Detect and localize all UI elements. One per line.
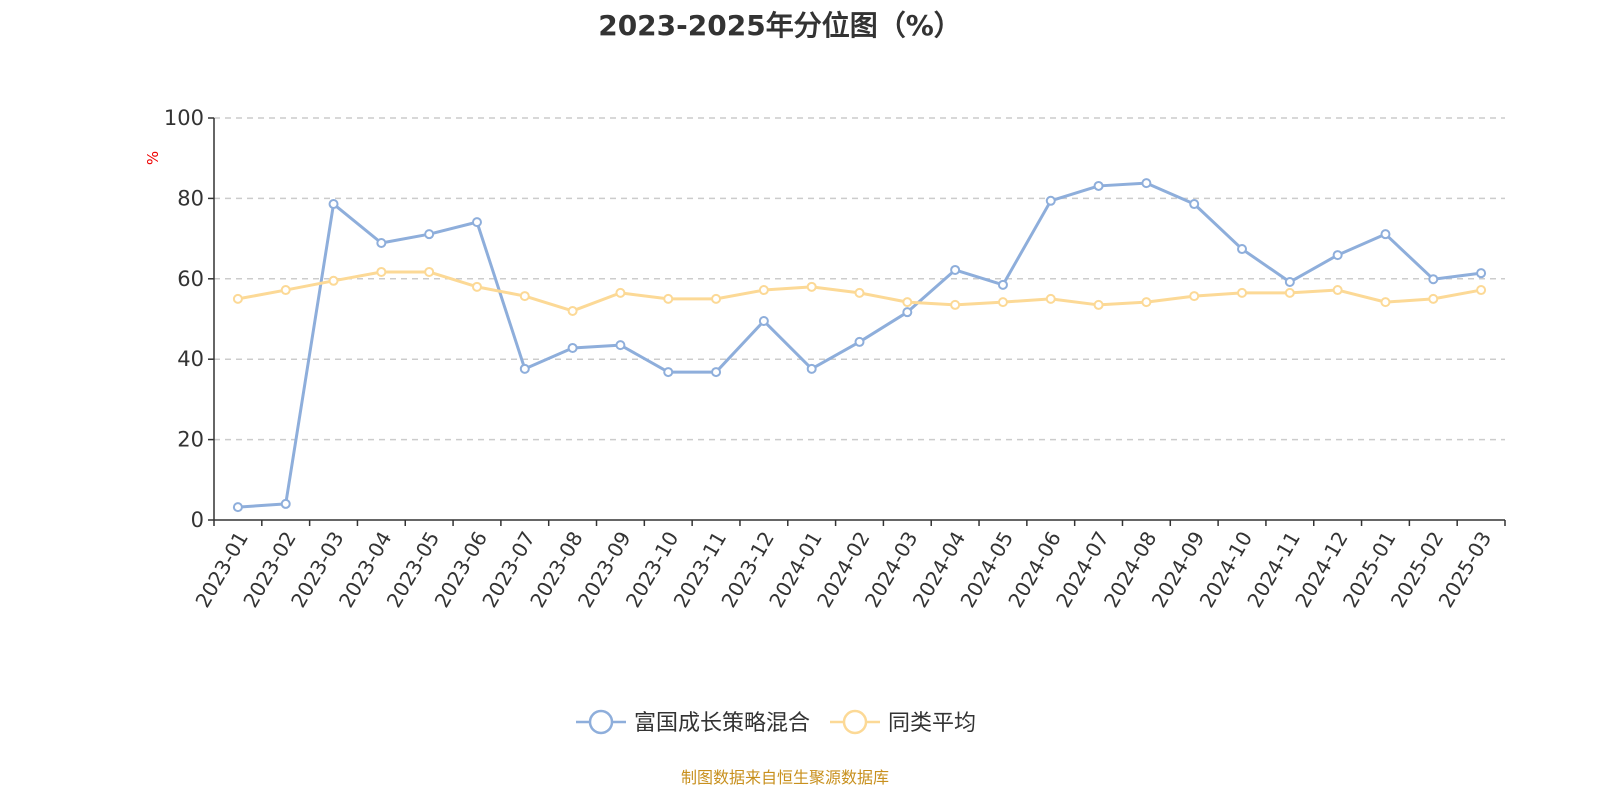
data-point: [424, 266, 435, 277]
data-point: [615, 287, 626, 298]
data-point: [902, 307, 913, 318]
data-point: [997, 279, 1008, 290]
data-point: [280, 285, 291, 296]
series-1: [232, 266, 1487, 316]
data-point: [471, 217, 482, 228]
data-point: [806, 281, 817, 292]
data-point: [663, 293, 674, 304]
y-tick-label: 0: [191, 508, 204, 532]
legend-marker-icon: [842, 709, 868, 735]
legend-item-0[interactable]: 富国成长策略混合: [576, 709, 810, 736]
data-point: [1093, 299, 1104, 310]
data-point: [328, 275, 339, 286]
data-point: [376, 266, 387, 277]
data-point: [950, 264, 961, 275]
y-axis-label: %: [144, 151, 162, 165]
data-point: [1332, 250, 1343, 261]
data-point: [806, 363, 817, 374]
y-tick-label: 40: [177, 347, 204, 371]
data-point: [1189, 291, 1200, 302]
data-point: [424, 229, 435, 240]
data-point: [232, 293, 243, 304]
y-tick-label: 60: [177, 267, 204, 291]
data-point: [758, 285, 769, 296]
data-point: [711, 367, 722, 378]
data-point: [567, 305, 578, 316]
data-point: [615, 340, 626, 351]
y-tick-label: 100: [164, 106, 204, 130]
data-point: [950, 299, 961, 310]
data-point: [1237, 244, 1248, 255]
data-point: [1045, 293, 1056, 304]
data-point: [1284, 277, 1295, 288]
data-point: [902, 297, 913, 308]
data-point: [1141, 297, 1152, 308]
y-tick-label: 80: [177, 186, 204, 210]
data-point: [1045, 195, 1056, 206]
data-point: [328, 199, 339, 210]
data-point: [519, 363, 530, 374]
data-point: [1476, 285, 1487, 296]
data-point: [1284, 287, 1295, 298]
data-point: [1189, 199, 1200, 210]
data-point: [1237, 287, 1248, 298]
data-point: [232, 502, 243, 513]
chart-title: 2023-2025年分位图（%）: [598, 9, 962, 42]
data-source-footer: 制图数据来自恒生聚源数据库: [680, 768, 889, 787]
data-point: [471, 281, 482, 292]
legend-label: 富国成长策略混合: [634, 711, 810, 736]
data-point: [711, 293, 722, 304]
data-point: [854, 287, 865, 298]
data-point: [1141, 178, 1152, 189]
data-point: [376, 238, 387, 249]
data-point: [280, 498, 291, 509]
data-point: [567, 342, 578, 353]
data-point: [854, 336, 865, 347]
data-point: [1093, 180, 1104, 191]
data-point: [663, 367, 674, 378]
data-point: [1380, 297, 1391, 308]
data-point: [1476, 268, 1487, 279]
data-point: [997, 297, 1008, 308]
legend-marker-icon: [588, 709, 614, 735]
legend-label: 同类平均: [888, 711, 976, 736]
y-tick-label: 20: [177, 428, 204, 452]
data-point: [1332, 285, 1343, 296]
data-point: [758, 316, 769, 327]
series-0: [232, 178, 1487, 513]
data-point: [1428, 293, 1439, 304]
data-point: [1428, 274, 1439, 285]
data-point: [519, 291, 530, 302]
legend-item-1[interactable]: 同类平均: [830, 709, 976, 736]
data-point: [1380, 229, 1391, 240]
